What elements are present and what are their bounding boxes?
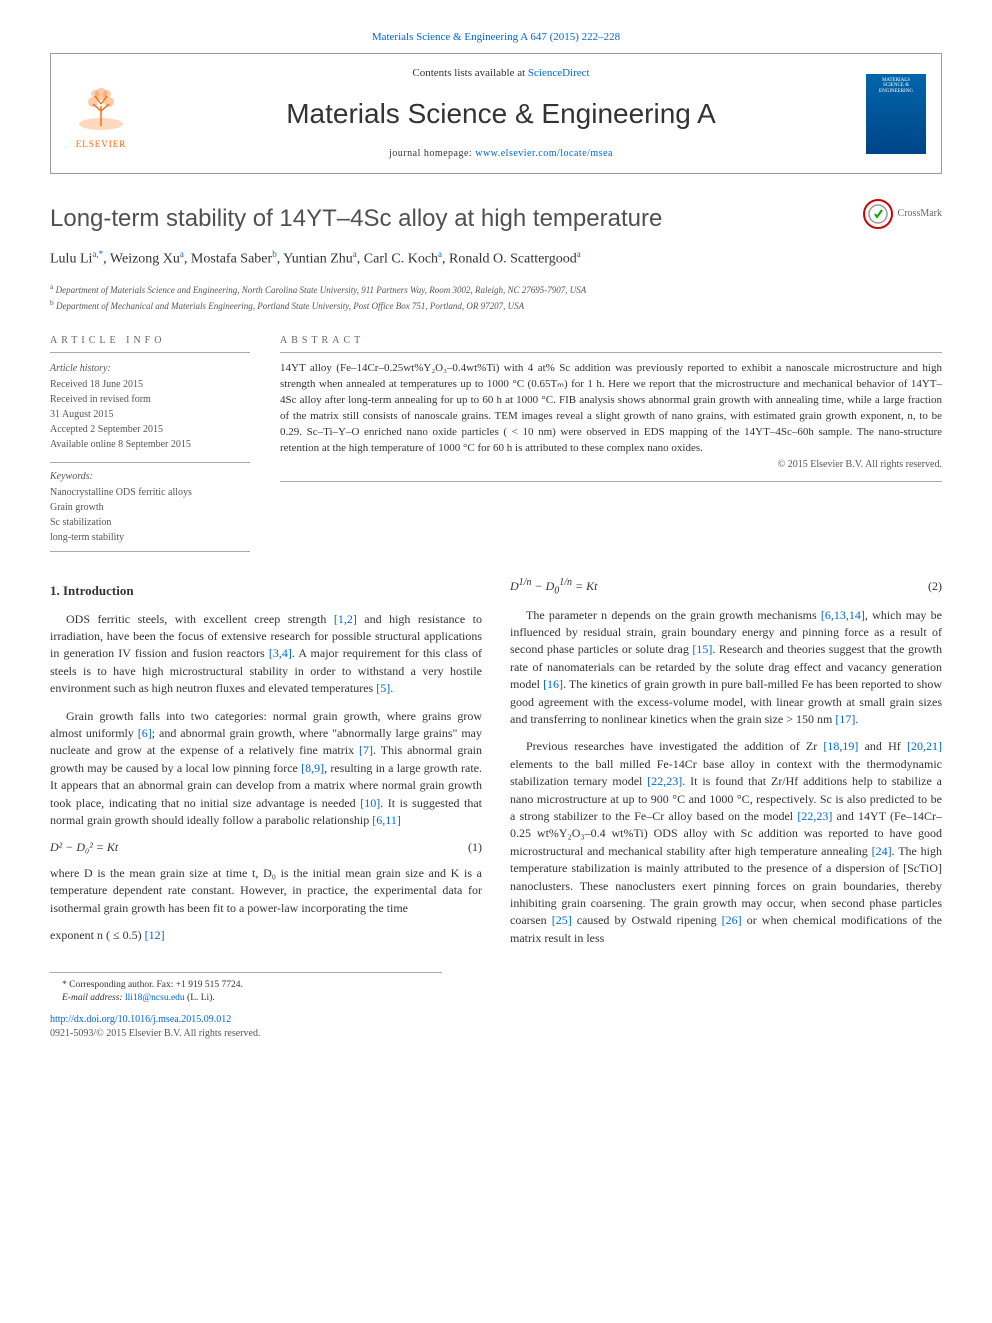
elsevier-logo-text: ELSEVIER	[76, 138, 127, 151]
abstract-body: 14YT alloy (Fe–14Cr–0.25wt%Y₂O₃–0.4wt%Ti…	[280, 362, 942, 454]
equation-2-number: (2)	[928, 578, 942, 595]
abstract-text: 14YT alloy (Fe–14Cr–0.25wt%Y₂O₃–0.4wt%Ti…	[280, 352, 942, 482]
email-suffix: (L. Li).	[185, 993, 215, 1003]
corr-author-line: * Corresponding author. Fax: +1 919 515 …	[50, 979, 442, 992]
paragraph-2: Grain growth falls into two categories: …	[50, 708, 482, 830]
cover-text-3: ENGINEERING	[879, 89, 913, 95]
history-line: Accepted 2 September 2015	[50, 422, 250, 437]
crossmark-icon	[862, 198, 894, 230]
paragraph-3: where D is the mean grain size at time t…	[50, 865, 482, 917]
issn-copyright-line: 0921-5093/© 2015 Elsevier B.V. All right…	[50, 1028, 260, 1039]
keyword-line: Grain growth	[50, 500, 250, 515]
history-line: 31 August 2015	[50, 407, 250, 422]
section-1-heading: 1. Introduction	[50, 582, 482, 601]
article-info-label: ARTICLE INFO	[50, 334, 250, 348]
article-history-head: Article history:	[50, 361, 250, 376]
contents-prefix: Contents lists available at	[412, 67, 527, 79]
equation-1-number: (1)	[468, 839, 482, 856]
paragraph-5: The parameter n depends on the grain gro…	[510, 607, 942, 729]
contents-available-line: Contents lists available at ScienceDirec…	[136, 66, 866, 81]
history-line: Available online 8 September 2015	[50, 437, 250, 452]
keywords-head: Keywords:	[50, 469, 250, 484]
abstract-label: ABSTRACT	[280, 334, 942, 348]
corresponding-author-footnote: * Corresponding author. Fax: +1 919 515 …	[50, 972, 442, 1006]
keyword-line: Nanocrystalline ODS ferritic alloys	[50, 485, 250, 500]
homepage-prefix: journal homepage:	[389, 148, 475, 159]
equation-2: D1/n − D01/n = Kt (2)	[510, 576, 942, 599]
keyword-line: Sc stabilization	[50, 515, 250, 530]
article-history-block: Article history: Received 18 June 2015Re…	[50, 352, 250, 452]
history-line: Received in revised form	[50, 392, 250, 407]
doi-link[interactable]: http://dx.doi.org/10.1016/j.msea.2015.09…	[50, 1014, 231, 1025]
sciencedirect-link[interactable]: ScienceDirect	[528, 67, 590, 79]
affiliation-list: a Department of Materials Science and En…	[50, 281, 942, 314]
journal-homepage-link[interactable]: www.elsevier.com/locate/msea	[475, 148, 613, 159]
email-label: E-mail address:	[62, 993, 125, 1003]
crossmark-label: CrossMark	[898, 207, 942, 221]
keyword-line: long-term stability	[50, 530, 250, 545]
equation-1-body: D² − D₀² = Kt	[50, 839, 118, 856]
paragraph-1: ODS ferritic steels, with excellent cree…	[50, 611, 482, 698]
paragraph-4-lead: exponent n ( ≤ 0.5) [12]	[50, 927, 482, 944]
history-line: Received 18 June 2015	[50, 377, 250, 392]
top-citation-link[interactable]: Materials Science & Engineering A 647 (2…	[50, 30, 942, 45]
corr-email-line: E-mail address: lli18@ncsu.edu (L. Li).	[50, 992, 442, 1005]
doi-block: http://dx.doi.org/10.1016/j.msea.2015.09…	[50, 1013, 942, 1041]
keywords-block: Keywords: Nanocrystalline ODS ferritic a…	[50, 462, 250, 552]
journal-header: ELSEVIER Contents lists available at Sci…	[50, 53, 942, 174]
paragraph-6: Previous researches have investigated th…	[510, 738, 942, 947]
article-body: 1. Introduction ODS ferritic steels, wit…	[50, 576, 942, 956]
equation-2-body: D1/n − D01/n = Kt	[510, 576, 597, 599]
crossmark-badge[interactable]: CrossMark	[862, 198, 942, 230]
article-title: Long-term stability of 14YT–4Sc alloy at…	[50, 202, 942, 236]
journal-homepage-line: journal homepage: www.elsevier.com/locat…	[136, 147, 866, 161]
author-list: Lulu Lia,*, Weizong Xua, Mostafa Saberb,…	[50, 248, 942, 269]
elsevier-logo: ELSEVIER	[66, 74, 136, 154]
elsevier-tree-icon	[71, 76, 131, 136]
abstract-copyright: © 2015 Elsevier B.V. All rights reserved…	[280, 458, 942, 473]
corr-email-link[interactable]: lli18@ncsu.edu	[125, 993, 185, 1003]
journal-title: Materials Science & Engineering A	[136, 94, 866, 133]
journal-cover-thumbnail: MATERIALS SCIENCE & ENGINEERING	[866, 74, 926, 154]
equation-1: D² − D₀² = Kt (1)	[50, 839, 482, 856]
